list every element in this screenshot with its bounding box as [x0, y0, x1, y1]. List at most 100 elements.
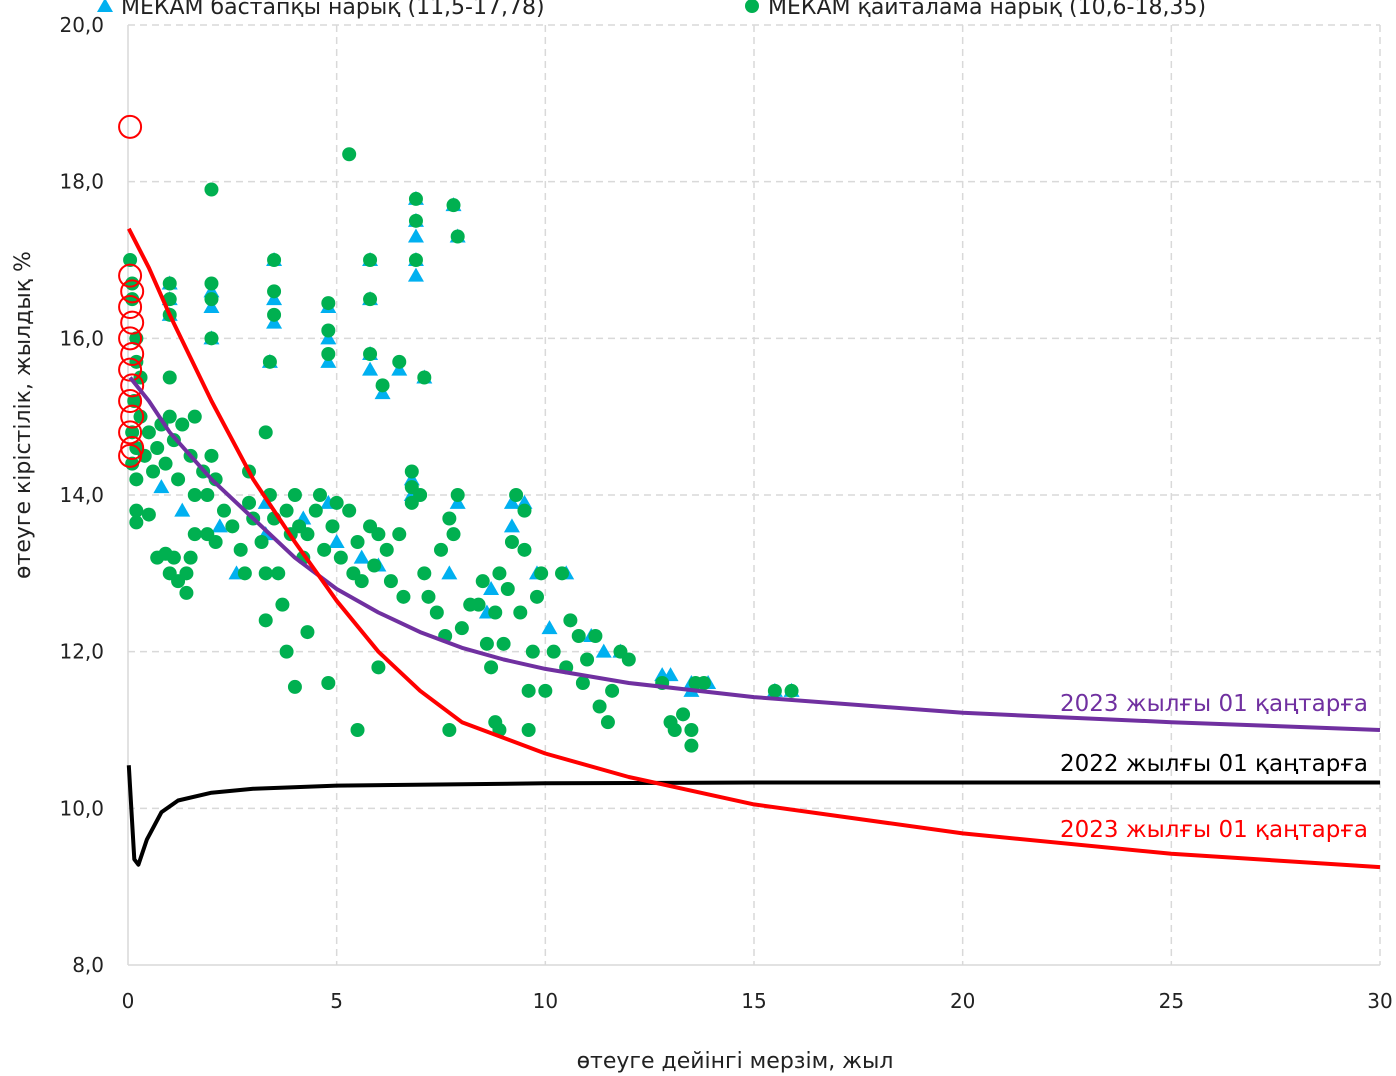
circle-point — [279, 644, 294, 659]
circle-point — [350, 723, 365, 737]
circle-point — [383, 574, 398, 589]
circle-point — [187, 409, 202, 424]
circle-point — [123, 253, 138, 267]
triangle-point — [407, 228, 424, 243]
circle-point — [342, 503, 357, 518]
circle-point — [129, 515, 144, 530]
circle-point — [446, 527, 461, 542]
circle-point — [379, 542, 394, 557]
circle-point — [321, 296, 336, 311]
legend-item: МЕКАМ бастапқы нарық (11,5-17,78) — [97, 0, 545, 20]
y-tick-label: 16,0 — [59, 326, 104, 350]
circle-point — [200, 488, 215, 502]
triangle-point — [211, 518, 228, 533]
outline-point — [118, 326, 143, 351]
circle-point — [571, 629, 586, 643]
circle-point — [367, 558, 382, 573]
y-tick-label: 20,0 — [59, 13, 104, 37]
curve-2 — [126, 765, 1380, 867]
circle-point — [225, 519, 240, 534]
circle-point — [434, 542, 448, 557]
curve-1 — [128, 376, 1381, 732]
legend-label: МЕКАМ бастапқы нарық (11,5-17,78) — [121, 0, 545, 20]
circle-point — [504, 535, 519, 549]
circle-point — [492, 566, 507, 581]
circle-point — [484, 660, 499, 675]
circle-point — [141, 507, 156, 522]
circle-point — [408, 253, 423, 267]
circle-point — [233, 542, 248, 557]
circle-point — [162, 370, 177, 385]
triangle-point — [483, 581, 500, 595]
outline-point — [120, 279, 145, 304]
circle-point — [408, 191, 423, 206]
legend-circle-icon — [745, 0, 759, 13]
triangle-point — [441, 565, 458, 580]
outline-point — [118, 420, 143, 445]
x-tick-labels: 0 5 10 15 20 25 30 — [122, 989, 1393, 1013]
circle-point — [555, 566, 570, 581]
series-1 — [153, 190, 800, 697]
fitted-curves — [126, 227, 1381, 870]
circle-point — [475, 574, 490, 589]
circle-point — [287, 679, 302, 694]
circle-point — [158, 456, 173, 471]
circle-point — [262, 354, 277, 369]
outline-point — [118, 295, 143, 319]
circle-point — [521, 723, 536, 737]
circle-point — [300, 527, 315, 542]
outline-point — [118, 389, 143, 413]
circle-point — [696, 676, 711, 690]
curve-3 — [127, 227, 1381, 870]
x-tick-label: 25 — [1159, 989, 1184, 1013]
circle-point — [588, 629, 603, 643]
outline-point — [120, 310, 145, 335]
circle-point — [525, 644, 540, 659]
curve-label: 2023 жылғы 01 қаңтарға — [1060, 691, 1368, 717]
circle-point — [442, 511, 457, 526]
circle-point — [321, 347, 336, 361]
scatter-points — [118, 114, 800, 753]
circle-point — [517, 503, 532, 518]
circle-point — [363, 253, 378, 267]
x-tick-label: 20 — [950, 989, 975, 1013]
circle-point — [162, 276, 177, 291]
circle-point — [429, 605, 444, 620]
circle-point — [371, 660, 386, 675]
y-tick-label: 12,0 — [59, 640, 104, 664]
circle-point — [204, 276, 219, 291]
triangle-point — [407, 267, 424, 282]
x-tick-label: 30 — [1367, 989, 1392, 1013]
circle-point — [676, 707, 691, 722]
circle-point — [442, 723, 457, 737]
circle-point — [488, 605, 503, 620]
triangle-point — [541, 620, 558, 635]
outline-point — [120, 404, 145, 429]
circle-point — [496, 636, 511, 651]
circle-point — [513, 605, 528, 620]
circle-point — [162, 409, 177, 424]
circle-point — [254, 535, 269, 549]
circle-point — [279, 503, 294, 518]
circle-point — [509, 488, 524, 502]
outline-point — [120, 373, 145, 398]
circle-point — [129, 472, 144, 487]
circle-point — [413, 488, 428, 502]
circle-point — [171, 472, 186, 487]
circle-point — [767, 683, 782, 698]
circle-point — [267, 253, 282, 267]
circle-point — [204, 331, 219, 346]
circle-point — [308, 503, 323, 518]
x-axis-title: өтеуге дейінгі мерзім, жыл — [577, 1049, 894, 1074]
circle-point — [529, 589, 544, 604]
circle-point — [312, 488, 327, 502]
triangle-point — [353, 549, 370, 564]
circle-point — [350, 535, 365, 549]
circle-point — [125, 425, 140, 440]
circle-point — [421, 589, 436, 604]
circle-point — [546, 644, 561, 659]
circle-point — [208, 535, 223, 549]
circle-point — [129, 503, 144, 518]
circle-point — [363, 292, 378, 307]
